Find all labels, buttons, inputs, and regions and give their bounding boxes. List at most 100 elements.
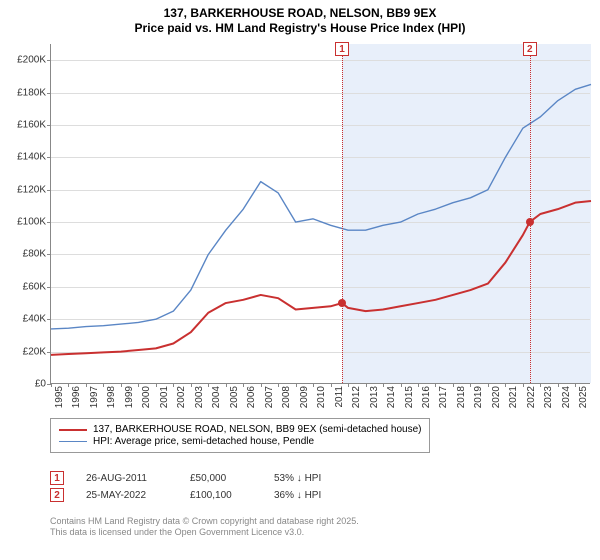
- x-axis-label: 2013: [369, 386, 380, 408]
- sale-date: 26-AUG-2011: [86, 473, 168, 484]
- x-tick: [103, 383, 104, 387]
- sale-price: £100,100: [190, 490, 252, 501]
- x-axis-label: 2009: [299, 386, 310, 408]
- sale-date: 25-MAY-2022: [86, 490, 168, 501]
- x-axis-label: 2008: [281, 386, 292, 408]
- legend-swatch: [59, 429, 87, 431]
- y-tick: [47, 352, 51, 353]
- x-tick: [505, 383, 506, 387]
- x-axis-label: 2023: [543, 386, 554, 408]
- x-tick: [68, 383, 69, 387]
- sale-dot: [526, 218, 534, 226]
- x-tick: [540, 383, 541, 387]
- x-tick: [173, 383, 174, 387]
- x-axis-label: 2001: [159, 386, 170, 408]
- y-axis-label: £40K: [23, 314, 46, 325]
- sale-marker-icon: 2: [50, 488, 64, 502]
- x-tick: [296, 383, 297, 387]
- attribution-line: Contains HM Land Registry data © Crown c…: [50, 516, 359, 527]
- y-tick: [47, 190, 51, 191]
- x-axis-label: 2018: [456, 386, 467, 408]
- sale-marker-box: 1: [335, 42, 349, 56]
- x-tick: [470, 383, 471, 387]
- x-axis-label: 2017: [438, 386, 449, 408]
- y-tick: [47, 222, 51, 223]
- y-axis-label: £100K: [17, 217, 46, 228]
- sale-marker-box: 2: [523, 42, 537, 56]
- plot-area: £0£20K£40K£60K£80K£100K£120K£140K£160K£1…: [50, 44, 590, 384]
- title-address: 137, BARKERHOUSE ROAD, NELSON, BB9 9EX: [0, 6, 600, 21]
- y-tick: [47, 60, 51, 61]
- legend-item: 137, BARKERHOUSE ROAD, NELSON, BB9 9EX (…: [59, 424, 421, 435]
- table-row: 2 25-MAY-2022 £100,100 36% ↓ HPI: [50, 488, 364, 502]
- x-tick: [348, 383, 349, 387]
- x-tick: [51, 383, 52, 387]
- x-tick: [121, 383, 122, 387]
- x-tick: [226, 383, 227, 387]
- sale-diff: 53% ↓ HPI: [274, 473, 364, 484]
- sale-vline: [342, 44, 343, 383]
- legend-item: HPI: Average price, semi-detached house,…: [59, 436, 421, 447]
- x-tick: [278, 383, 279, 387]
- table-row: 1 26-AUG-2011 £50,000 53% ↓ HPI: [50, 471, 364, 485]
- legend-box: 137, BARKERHOUSE ROAD, NELSON, BB9 9EX (…: [50, 418, 430, 453]
- x-axis-label: 1998: [106, 386, 117, 408]
- y-tick: [47, 319, 51, 320]
- x-axis-label: 2016: [421, 386, 432, 408]
- x-axis-label: 2011: [334, 386, 345, 408]
- x-tick: [418, 383, 419, 387]
- legend-label: 137, BARKERHOUSE ROAD, NELSON, BB9 9EX (…: [93, 424, 421, 435]
- x-tick: [401, 383, 402, 387]
- sale-diff: 36% ↓ HPI: [274, 490, 364, 501]
- y-axis-label: £120K: [17, 184, 46, 195]
- x-axis-label: 2020: [491, 386, 502, 408]
- x-tick: [191, 383, 192, 387]
- x-axis-label: 2003: [194, 386, 205, 408]
- legend-swatch: [59, 441, 87, 442]
- x-axis-label: 1997: [89, 386, 100, 408]
- attribution: Contains HM Land Registry data © Crown c…: [50, 516, 359, 539]
- y-axis-label: £140K: [17, 152, 46, 163]
- x-tick: [243, 383, 244, 387]
- x-tick: [138, 383, 139, 387]
- title-subtitle: Price paid vs. HM Land Registry's House …: [0, 21, 600, 36]
- sale-vline: [530, 44, 531, 383]
- y-tick: [47, 254, 51, 255]
- x-tick: [313, 383, 314, 387]
- x-axis-label: 2000: [141, 386, 152, 408]
- x-tick: [366, 383, 367, 387]
- x-axis-label: 2005: [229, 386, 240, 408]
- y-axis-label: £60K: [23, 281, 46, 292]
- hpi-line: [51, 84, 591, 328]
- x-tick: [156, 383, 157, 387]
- chart-container: 137, BARKERHOUSE ROAD, NELSON, BB9 9EX P…: [0, 0, 600, 560]
- x-axis-label: 2024: [561, 386, 572, 408]
- y-axis-label: £20K: [23, 346, 46, 357]
- x-axis-label: 2025: [578, 386, 589, 408]
- x-axis-label: 1999: [124, 386, 135, 408]
- y-axis-label: £80K: [23, 249, 46, 260]
- y-tick: [47, 93, 51, 94]
- y-tick: [47, 287, 51, 288]
- x-tick: [208, 383, 209, 387]
- x-tick: [261, 383, 262, 387]
- x-axis-label: 2004: [211, 386, 222, 408]
- x-tick: [383, 383, 384, 387]
- sale-marker-icon: 1: [50, 471, 64, 485]
- attribution-line: This data is licensed under the Open Gov…: [50, 527, 359, 538]
- line-series-svg: [51, 44, 590, 383]
- sale-price: £50,000: [190, 473, 252, 484]
- x-axis-label: 2007: [264, 386, 275, 408]
- y-axis-label: £160K: [17, 119, 46, 130]
- y-axis-label: £0: [35, 379, 46, 390]
- x-axis-label: 2022: [526, 386, 537, 408]
- x-axis-label: 2014: [386, 386, 397, 408]
- x-tick: [331, 383, 332, 387]
- x-axis-label: 2019: [473, 386, 484, 408]
- x-tick: [453, 383, 454, 387]
- x-axis-label: 1996: [71, 386, 82, 408]
- x-tick: [488, 383, 489, 387]
- legend: 137, BARKERHOUSE ROAD, NELSON, BB9 9EX (…: [50, 418, 590, 453]
- y-tick: [47, 157, 51, 158]
- x-axis-label: 2012: [351, 386, 362, 408]
